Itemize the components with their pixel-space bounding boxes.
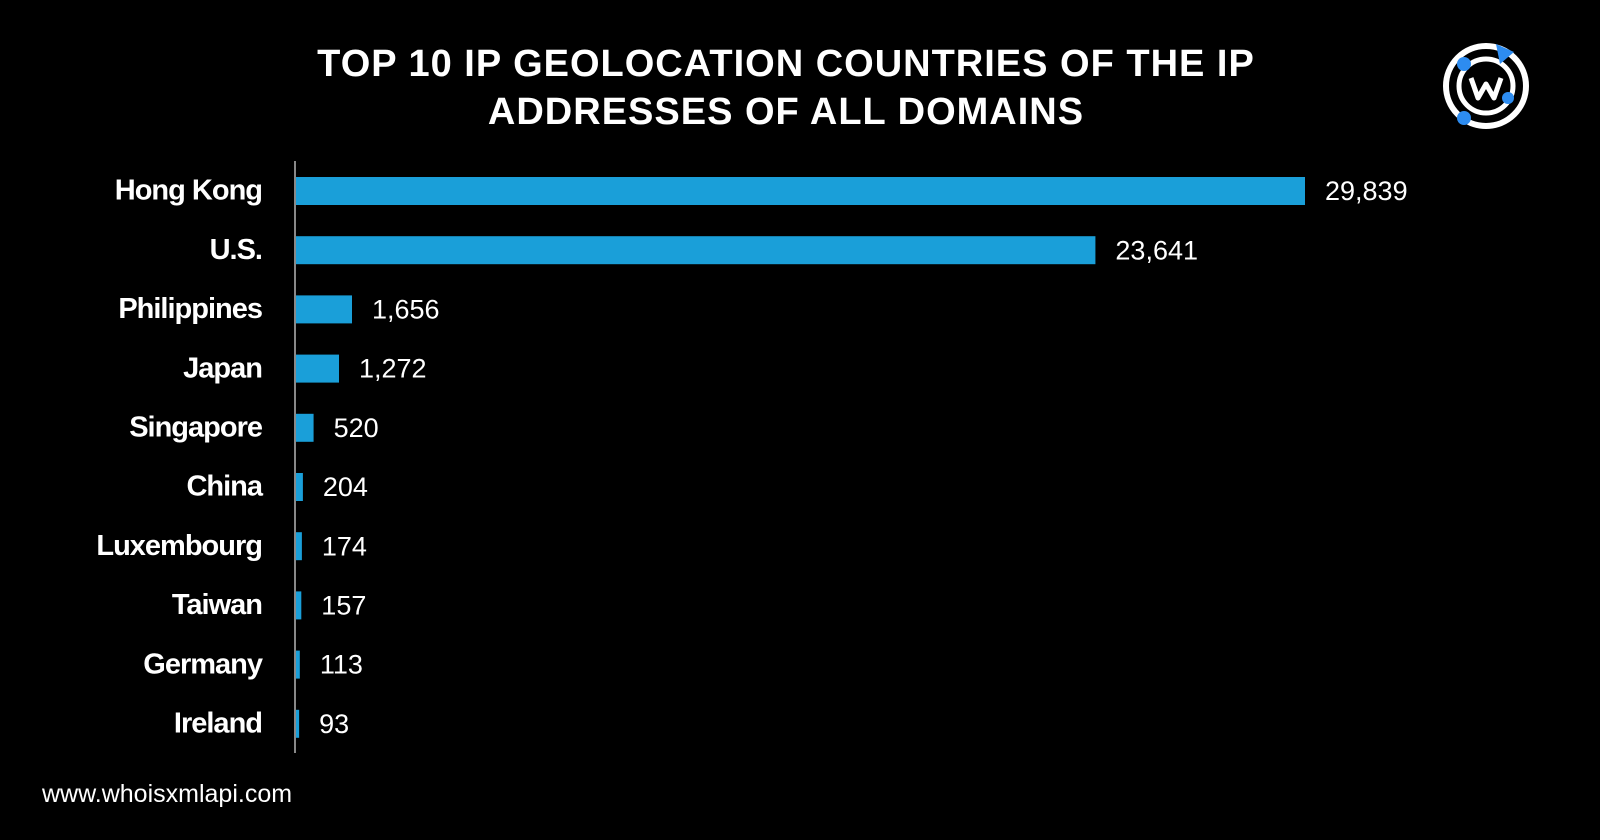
- logo-dot: [1457, 111, 1471, 125]
- bar: [296, 650, 300, 679]
- logo-w: [1468, 77, 1504, 101]
- value-label: 157: [321, 591, 366, 621]
- logo-dot: [1502, 92, 1514, 104]
- bar: [296, 709, 300, 738]
- category-label: Germany: [143, 648, 263, 680]
- value-label: 1,272: [359, 354, 427, 384]
- logo-ring: [1456, 56, 1516, 116]
- value-label: 113: [320, 650, 363, 680]
- logo-flag: [1496, 44, 1514, 64]
- bar: [296, 295, 352, 324]
- category-label: Hong Kong: [115, 175, 262, 207]
- value-label: 93: [319, 709, 349, 739]
- bar: [296, 532, 302, 561]
- value-label: 29,839: [1325, 176, 1408, 206]
- category-label: Japan: [183, 352, 262, 384]
- value-label: 204: [323, 472, 368, 502]
- category-label: Philippines: [118, 293, 262, 325]
- value-label: 520: [334, 413, 379, 443]
- bar: [296, 236, 1096, 265]
- bar: [296, 591, 302, 620]
- category-label: Luxembourg: [96, 530, 262, 562]
- value-label: 174: [322, 531, 367, 561]
- category-label: Singapore: [129, 411, 263, 443]
- logo-ring: [1443, 43, 1529, 129]
- category-label: China: [186, 471, 263, 503]
- logo-dot: [1457, 57, 1471, 71]
- bar: [296, 177, 1305, 205]
- category-label: Ireland: [174, 707, 262, 739]
- footer-url: www.whoisxmlapi.com: [42, 780, 293, 808]
- value-label: 1,656: [372, 295, 440, 325]
- category-label: Taiwan: [172, 589, 262, 621]
- logo: [1443, 43, 1529, 129]
- bar: [296, 354, 340, 383]
- category-label: U.S.: [210, 234, 262, 266]
- bar: [296, 413, 314, 442]
- chart-title: TOP 10 IP GEOLOCATION COUNTRIES OF THE I…: [317, 43, 1255, 133]
- bar: [296, 473, 303, 501]
- value-label: 23,641: [1115, 235, 1198, 265]
